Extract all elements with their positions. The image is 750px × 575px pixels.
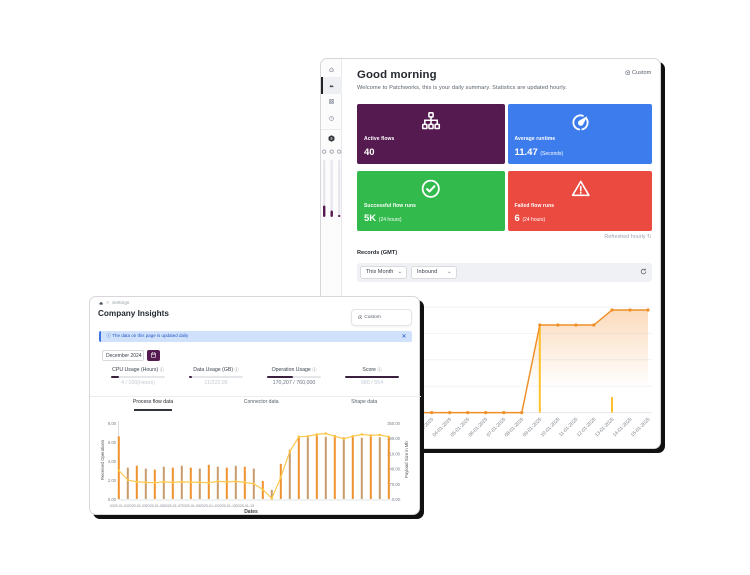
svg-text:8.00: 8.00 (108, 421, 117, 426)
svg-text:210.00: 210.00 (387, 451, 400, 456)
svg-text:2025-01-11: 2025-01-11 (200, 504, 218, 508)
svg-text:6.00: 6.00 (108, 440, 117, 445)
svg-text:2025-01-13: 2025-01-13 (218, 504, 236, 508)
svg-text:2025-01-09: 2025-01-09 (182, 504, 200, 508)
svg-text:2025-01-01: 2025-01-01 (110, 504, 128, 508)
svg-text:2025-01-03: 2025-01-03 (128, 504, 146, 508)
svg-text:0.00: 0.00 (108, 497, 117, 502)
svg-text:Payload Size in Mb: Payload Size in Mb (404, 441, 409, 478)
svg-text:280.00: 280.00 (387, 436, 400, 441)
svg-text:2.00: 2.00 (108, 478, 117, 483)
svg-text:Received Operations: Received Operations (100, 440, 105, 480)
svg-text:140.00: 140.00 (387, 467, 400, 472)
svg-text:?: ? (331, 117, 333, 121)
svg-text:4.00: 4.00 (108, 459, 117, 464)
svg-text:15-01-2025: 15-01-2025 (630, 416, 652, 438)
svg-text:2025-01-05: 2025-01-05 (146, 504, 164, 508)
svg-text:Dates: Dates (244, 509, 258, 515)
svg-text:2025-01-07: 2025-01-07 (164, 504, 182, 508)
svg-text:0.00: 0.00 (392, 497, 401, 502)
svg-text:350.00: 350.00 (387, 421, 400, 426)
svg-text:2025-01-15: 2025-01-15 (236, 504, 254, 508)
svg-text:70.00: 70.00 (390, 482, 401, 487)
